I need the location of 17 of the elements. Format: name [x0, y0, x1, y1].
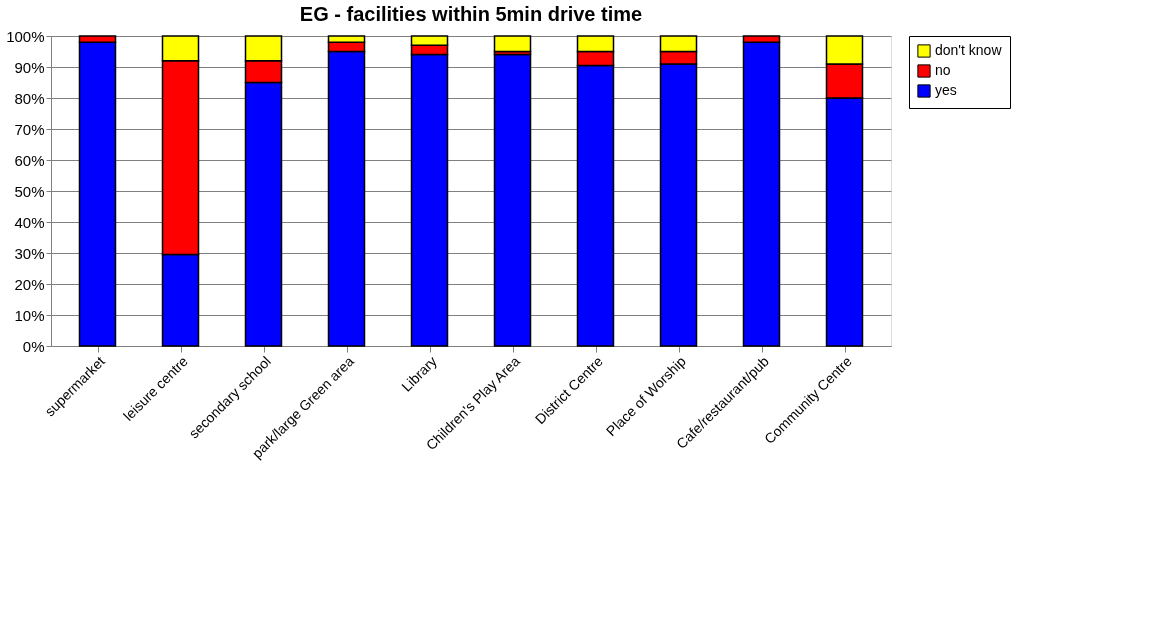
- chart-title: EG - facilities within 5min drive time: [299, 3, 643, 25]
- y-tick-label: 60%: [14, 151, 45, 169]
- y-tick-label: 70%: [14, 120, 45, 138]
- y-tick-label: 30%: [14, 244, 45, 262]
- legend-label: don't know: [935, 42, 1003, 58]
- y-tick-label: 10%: [14, 306, 45, 324]
- y-tick-label: 90%: [14, 58, 45, 76]
- legend-label: yes: [935, 82, 957, 98]
- bar: [493, 35, 532, 53]
- y-tick-label: 40%: [14, 213, 45, 231]
- y-tick-label: 0%: [22, 337, 45, 355]
- y-tick-label: 80%: [14, 89, 45, 107]
- y-tick-label: 50%: [14, 182, 45, 200]
- bar: [493, 53, 532, 347]
- y-tick-label: 100%: [6, 27, 45, 45]
- legend-label: no: [935, 62, 951, 78]
- y-tick-label: 20%: [14, 275, 45, 293]
